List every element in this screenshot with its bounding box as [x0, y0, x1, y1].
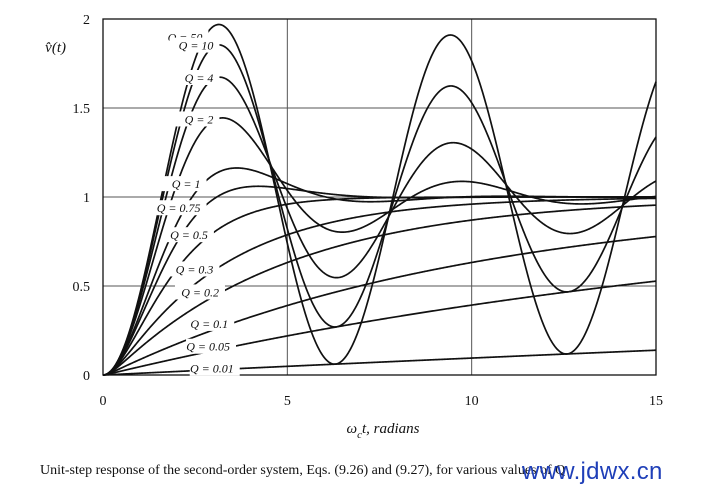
x-tick-label: 15 — [649, 394, 663, 409]
q-label-bg — [169, 70, 220, 86]
response-curve — [102, 235, 657, 376]
x-tick-labels: 0 5 10 15 — [100, 394, 664, 409]
plot-frame — [102, 18, 657, 376]
q-label: Q = 0.2 — [181, 285, 219, 299]
y-tick-label: 1 — [83, 191, 90, 206]
response-curve — [102, 196, 657, 376]
q-label: Q = 2 — [185, 112, 214, 126]
response-curve — [102, 117, 657, 376]
q-label-bg — [169, 111, 220, 127]
q-label: Q = 0.75 — [157, 201, 201, 215]
response-curve — [102, 76, 657, 376]
q-label-bg — [163, 227, 214, 243]
q-label-bg — [189, 360, 240, 376]
q-label: Q = 0.3 — [176, 262, 214, 276]
q-label: Q = 4 — [185, 71, 214, 85]
q-label: Q = 0.5 — [170, 228, 208, 242]
q-label-bg — [186, 338, 237, 354]
y-tick-label: 2 — [83, 13, 90, 28]
x-tick-label: 10 — [465, 394, 479, 409]
q-label: Q = 10 — [179, 39, 214, 53]
y-tick-label: 1.5 — [73, 102, 91, 117]
y-tick-labels: 0 0.5 1 1.5 2 — [73, 13, 91, 384]
figure-caption: Unit-step response of the second-order s… — [40, 463, 566, 478]
q-label: Q = 0.05 — [186, 340, 230, 354]
q-label-bg — [184, 315, 235, 331]
y-tick-label: 0.5 — [73, 280, 91, 295]
q-label: Q = 0.01 — [190, 362, 234, 376]
response-curve — [102, 349, 657, 376]
y-tick-label: 0 — [83, 369, 90, 384]
response-curve — [102, 280, 657, 376]
q-label-bg — [169, 37, 220, 53]
x-axis-label: ωct, radians — [347, 421, 420, 441]
plot-border — [102, 18, 657, 376]
q-label-bg — [156, 176, 207, 192]
q-label-bg — [169, 261, 220, 277]
q-label-bg — [174, 284, 225, 300]
x-tick-label: 5 — [284, 394, 291, 409]
q-label: Q = 1 — [172, 177, 201, 191]
response-curve — [102, 197, 657, 376]
q-label: Q = 0.1 — [190, 317, 228, 331]
x-tick-label: 0 — [100, 394, 107, 409]
response-curves — [102, 23, 657, 376]
q-labels: Q = 50Q = 10Q = 4Q = 2Q = 1Q = 0.75Q = 0… — [156, 29, 240, 376]
watermark: www.jdwx.cn — [522, 458, 663, 485]
q-label-bg — [156, 200, 207, 216]
y-axis-label: v̂(t) — [45, 40, 66, 56]
response-curve — [102, 204, 657, 376]
